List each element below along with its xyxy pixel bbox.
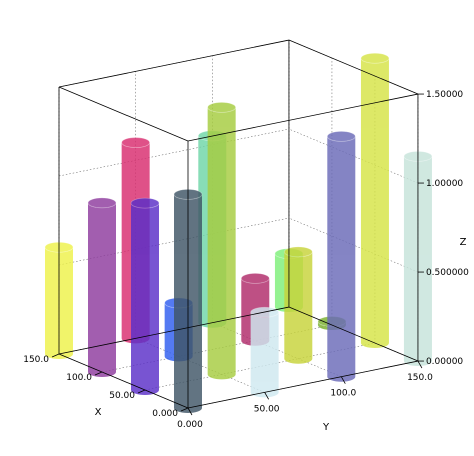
z-tick-label: 0.500000 xyxy=(426,268,469,278)
frame-edge xyxy=(58,306,290,355)
cylinder-top xyxy=(240,272,270,284)
cylinder-body xyxy=(327,136,356,382)
frame-edge xyxy=(288,306,419,362)
x-tick-label: 0.000 xyxy=(152,409,178,419)
z-tick-label: 1.00000 xyxy=(426,179,463,189)
cylinder-bar xyxy=(283,246,313,364)
side-wall-grid-line xyxy=(288,217,419,273)
cylinder-body xyxy=(88,202,116,377)
z-axis-title: Z xyxy=(460,237,467,248)
x-tick-label: 100.0 xyxy=(66,373,92,383)
back-wall-grid-line xyxy=(58,128,290,177)
cylinder-top xyxy=(326,130,356,142)
frame-edge xyxy=(58,39,290,88)
y-tick-mark xyxy=(340,376,346,384)
cylinder-bar xyxy=(360,52,390,349)
frame-edge xyxy=(58,353,189,409)
frame-edge xyxy=(187,93,419,142)
cylinder-body xyxy=(207,107,236,380)
cylinder-body xyxy=(131,203,159,395)
x-tick-mark xyxy=(180,407,189,412)
y-tick-mark xyxy=(264,392,269,400)
z-tick-label: 1.50000 xyxy=(426,90,463,100)
cylinder-bar xyxy=(326,130,356,382)
y-tick-label: 0.000 xyxy=(177,420,203,430)
frame-edge xyxy=(288,39,419,95)
x-tick-mark xyxy=(51,353,60,358)
chart-frame xyxy=(58,39,419,409)
cylinder-body xyxy=(284,251,313,364)
cylinder-top xyxy=(87,197,117,209)
y-tick-mark xyxy=(417,360,423,369)
side-wall-grid-line xyxy=(288,128,419,184)
frame-edge xyxy=(187,360,419,409)
z-tick-label: 0.00000 xyxy=(426,357,463,367)
y-tick-label: 50.00 xyxy=(254,404,280,414)
cylinder-bar xyxy=(207,101,237,380)
cylinder-body xyxy=(360,58,389,349)
cylinder-top xyxy=(360,52,390,64)
y-tick-label: 100.0 xyxy=(330,389,356,399)
cylinder-bar xyxy=(130,197,160,395)
cylinder-top xyxy=(121,137,151,148)
y-tick-mark xyxy=(187,407,193,416)
x-tick-label: 50.00 xyxy=(109,391,135,401)
frame-edge xyxy=(58,86,189,142)
x-tick-label: 150.0 xyxy=(23,355,49,365)
y-tick-label: 150.0 xyxy=(407,373,433,383)
cylinder-bar xyxy=(250,306,280,398)
cylinder-bar xyxy=(87,197,117,377)
cylinder-top xyxy=(283,246,313,258)
cylinder-top xyxy=(130,197,160,209)
chart-bars xyxy=(44,52,433,413)
x-tick-mark xyxy=(94,371,103,376)
cylinder-body xyxy=(250,312,279,398)
y-axis-title: Y xyxy=(322,422,330,433)
x-axis-title: X xyxy=(95,407,102,418)
cylinder-top xyxy=(207,101,237,113)
x-tick-mark xyxy=(137,389,146,394)
chart-ticks: 0.000 50.00 100.0 150.0 0.000 50.00 100.0 150.0… xyxy=(23,90,469,430)
